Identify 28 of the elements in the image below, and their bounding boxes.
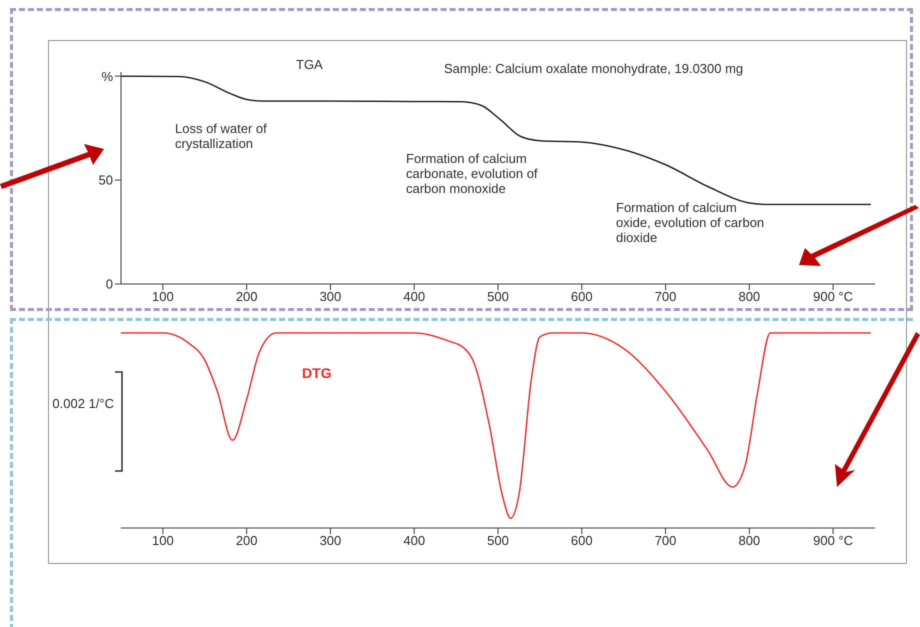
x-tick-label: 300 [320, 533, 342, 548]
text: 0.002 1/°C [52, 396, 114, 411]
annotation: Formation of calcium oxide, evolution of carbon dioxide [616, 200, 766, 245]
chart-title: TGA [296, 57, 323, 72]
annotation: Loss of water of crystallization [175, 121, 268, 151]
x-tick-label: 100 [152, 533, 174, 548]
annotation: Formation of calcium carbonate, evolution of carbon monoxide [406, 151, 539, 196]
x-tick-label: 600 [570, 533, 593, 548]
x-tick-label: 900 °C [813, 289, 854, 304]
x-tick-label: 500 [487, 289, 509, 304]
y-tick-label: 50 [98, 172, 113, 188]
x-tick-label: 800 [738, 533, 760, 548]
x-tick-label: 200 [236, 533, 258, 548]
x-tick-label: 600 [570, 289, 593, 304]
x-tick-label: 800 [738, 289, 760, 304]
x-tick-label: 700 [654, 533, 676, 548]
y-tick-label: % [101, 68, 114, 84]
x-tick-label: 400 [403, 289, 426, 304]
x-tick-label: 200 [236, 289, 258, 304]
y-tick-label: 0 [106, 276, 113, 292]
chart-subtitle: Sample: Calcium oxalate monohydrate, 19.0300 mg [444, 61, 744, 76]
text: DTG [302, 365, 332, 381]
x-tick-label: 700 [654, 289, 676, 304]
x-tick-label: 400 [403, 533, 426, 548]
x-tick-label: 300 [320, 289, 342, 304]
x-tick-label: 500 [487, 533, 509, 548]
x-tick-label: 900 °C [813, 533, 854, 548]
x-tick-label: 100 [152, 289, 174, 304]
